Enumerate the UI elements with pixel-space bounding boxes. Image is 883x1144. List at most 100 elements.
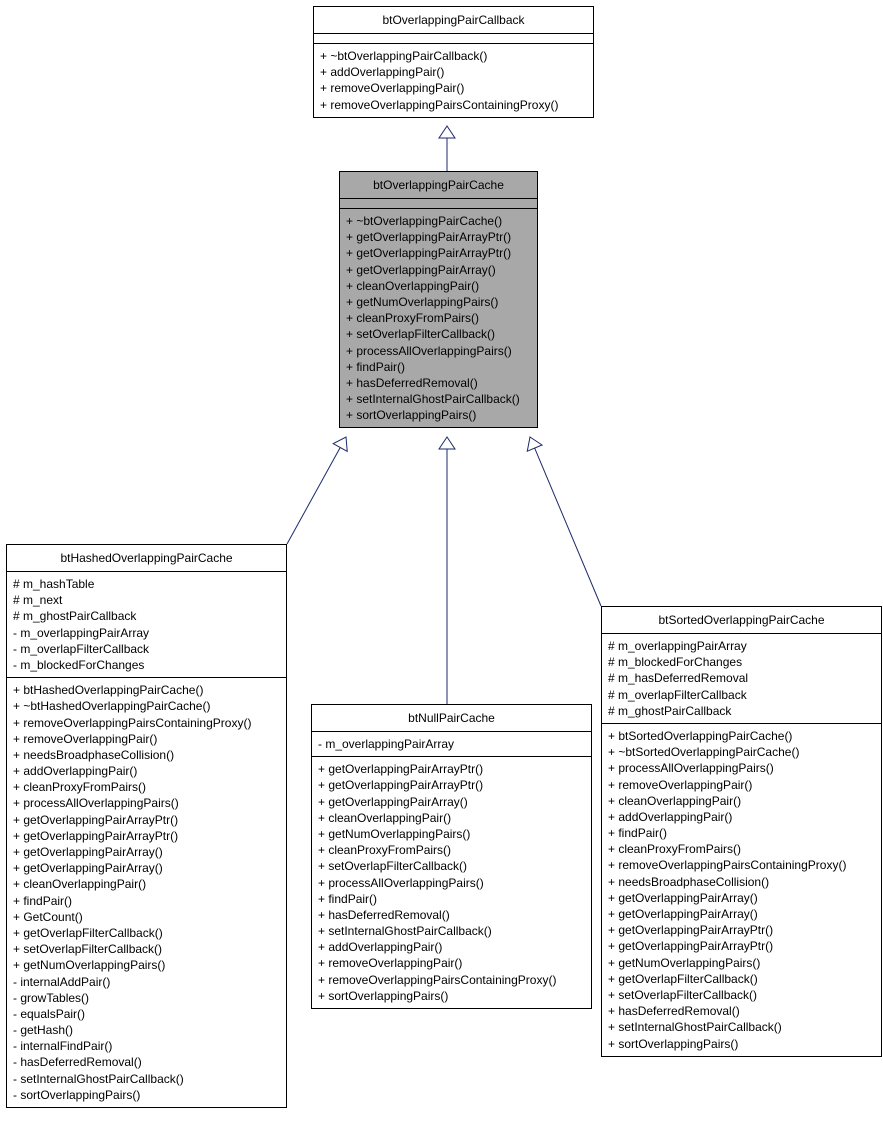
class-method: + setOverlapFilterCallback() (346, 326, 531, 342)
class-method: + setOverlapFilterCallback() (318, 858, 585, 874)
class-method: - internalFindPair() (13, 1038, 280, 1054)
class-attribute: # m_blockedForChanges (608, 654, 875, 670)
class-method: + findPair() (346, 359, 531, 375)
class-method: + hasDeferredRemoval() (346, 375, 531, 391)
inheritance-edge (535, 448, 601, 606)
class-method: + sortOverlappingPairs() (318, 988, 585, 1004)
class-method: + cleanOverlappingPair() (13, 876, 280, 892)
class-method: + cleanProxyFromPairs() (318, 842, 585, 858)
class-method: + addOverlappingPair() (13, 763, 280, 779)
class-method: + getOverlappingPairArray() (346, 262, 531, 278)
inheritance-arrowhead-icon (527, 437, 542, 451)
class-method: + hasDeferredRemoval() (608, 1003, 875, 1019)
class-method: + getOverlapFilterCallback() (608, 971, 875, 987)
class-method: + getOverlappingPairArray() (608, 906, 875, 922)
class-method: + getNumOverlappingPairs() (346, 294, 531, 310)
class-methods: + getOverlappingPairArrayPtr()+ getOverl… (312, 757, 591, 1008)
class-method: + ~btOverlappingPairCallback() (320, 48, 587, 64)
class-method: + getOverlappingPairArrayPtr() (608, 938, 875, 954)
class-method: + findPair() (13, 893, 280, 909)
class-method: + processAllOverlappingPairs() (608, 760, 875, 776)
class-attribute: # m_overlapFilterCallback (608, 687, 875, 703)
class-method: + findPair() (608, 825, 875, 841)
class-method: - internalAddPair() (13, 974, 280, 990)
class-method: + cleanOverlappingPair() (318, 810, 585, 826)
class-attribute: # m_overlappingPairArray (608, 638, 875, 654)
class-method: + findPair() (318, 891, 585, 907)
class-method: + removeOverlappingPair() (608, 777, 875, 793)
inheritance-edge (287, 448, 340, 544)
class-method: + setInternalGhostPairCallback() (318, 923, 585, 939)
class-method: + processAllOverlappingPairs() (318, 875, 585, 891)
class-method: + ~btSortedOverlappingPairCache() (608, 744, 875, 760)
class-title: btOverlappingPairCallback (314, 7, 593, 34)
class-method: + addOverlappingPair() (320, 64, 587, 80)
class-methods: + ~btOverlappingPairCallback()+ addOverl… (314, 44, 593, 117)
class-attribute: # m_next (13, 592, 280, 608)
class-method: + getNumOverlappingPairs() (608, 955, 875, 971)
class-method: + getOverlappingPairArray() (608, 890, 875, 906)
class-method: + getOverlappingPairArray() (13, 860, 280, 876)
class-attributes: # m_hashTable# m_next# m_ghostPairCallba… (7, 572, 286, 678)
class-method: + cleanProxyFromPairs() (346, 310, 531, 326)
class-method: + addOverlappingPair() (318, 939, 585, 955)
class-method: - getHash() (13, 1022, 280, 1038)
class-box-cache[interactable]: btOverlappingPairCache+ ~btOverlappingPa… (339, 171, 538, 428)
class-method: + GetCount() (13, 909, 280, 925)
class-box-callback[interactable]: btOverlappingPairCallback + ~btOverlappin… (313, 6, 594, 118)
class-method: + getOverlappingPairArrayPtr() (318, 777, 585, 793)
class-methods: + btHashedOverlappingPairCache()+ ~btHas… (7, 678, 286, 1107)
class-method: + removeOverlappingPair() (318, 955, 585, 971)
class-method: + cleanOverlappingPair() (608, 793, 875, 809)
class-methods: + btSortedOverlappingPairCache()+ ~btSor… (602, 724, 881, 1056)
class-method: + addOverlappingPair() (608, 809, 875, 825)
class-attribute: - m_overlapFilterCallback (13, 641, 280, 657)
class-attribute: # m_hasDeferredRemoval (608, 670, 875, 686)
class-method: - setInternalGhostPairCallback() (13, 1071, 280, 1087)
class-method: - growTables() (13, 990, 280, 1006)
inheritance-arrowhead-icon (439, 437, 455, 449)
class-attribute: - m_blockedForChanges (13, 657, 280, 673)
class-method: + getOverlappingPairArray() (318, 794, 585, 810)
class-method: + removeOverlappingPairsContainingProxy(… (13, 715, 280, 731)
class-method: + setInternalGhostPairCallback() (346, 391, 531, 407)
class-method: + getNumOverlappingPairs() (13, 957, 280, 973)
class-title: btHashedOverlappingPairCache (7, 545, 286, 572)
class-method: - sortOverlappingPairs() (13, 1087, 280, 1103)
class-box-sorted[interactable]: btSortedOverlappingPairCache# m_overlapp… (601, 606, 882, 1057)
class-attribute: - m_overlappingPairArray (13, 625, 280, 641)
class-attribute: # m_ghostPairCallback (13, 608, 280, 624)
class-method: + processAllOverlappingPairs() (346, 343, 531, 359)
class-box-hashed[interactable]: btHashedOverlappingPairCache# m_hashTabl… (6, 544, 287, 1108)
class-box-nullcache[interactable]: btNullPairCache- m_overlappingPairArray+… (311, 704, 592, 1009)
class-method: + getOverlappingPairArray() (13, 844, 280, 860)
class-method: + getOverlappingPairArrayPtr() (608, 922, 875, 938)
class-method: + removeOverlappingPair() (320, 80, 587, 96)
class-attributes: # m_overlappingPairArray# m_blockedForCh… (602, 634, 881, 724)
class-method: + getOverlappingPairArrayPtr() (13, 812, 280, 828)
class-method: + setOverlapFilterCallback() (608, 987, 875, 1003)
class-method: + removeOverlappingPairsContainingProxy(… (318, 972, 585, 988)
class-method: + btSortedOverlappingPairCache() (608, 728, 875, 744)
class-method: + getOverlappingPairArrayPtr() (13, 828, 280, 844)
class-method: + cleanProxyFromPairs() (13, 779, 280, 795)
class-method: + cleanProxyFromPairs() (608, 841, 875, 857)
class-method: + needsBroadphaseCollision() (608, 874, 875, 890)
class-method: + getOverlappingPairArrayPtr() (318, 761, 585, 777)
class-methods: + ~btOverlappingPairCache()+ getOverlapp… (340, 209, 537, 427)
class-method: + ~btHashedOverlappingPairCache() (13, 698, 280, 714)
class-method: + getOverlapFilterCallback() (13, 925, 280, 941)
class-method: + processAllOverlappingPairs() (13, 795, 280, 811)
class-method: + removeOverlappingPairsContainingProxy(… (608, 857, 875, 873)
class-method: + sortOverlappingPairs() (346, 407, 531, 423)
class-method: + getOverlappingPairArrayPtr() (346, 229, 531, 245)
class-method: + needsBroadphaseCollision() (13, 747, 280, 763)
class-attribute: # m_hashTable (13, 576, 280, 592)
class-method: + ~btOverlappingPairCache() (346, 213, 531, 229)
class-method: + removeOverlappingPairsContainingProxy(… (320, 97, 587, 113)
class-method: + hasDeferredRemoval() (318, 907, 585, 923)
class-attribute: - m_overlappingPairArray (318, 736, 585, 752)
class-attributes (314, 34, 593, 44)
class-attributes (340, 199, 537, 209)
class-method: - equalsPair() (13, 1006, 280, 1022)
